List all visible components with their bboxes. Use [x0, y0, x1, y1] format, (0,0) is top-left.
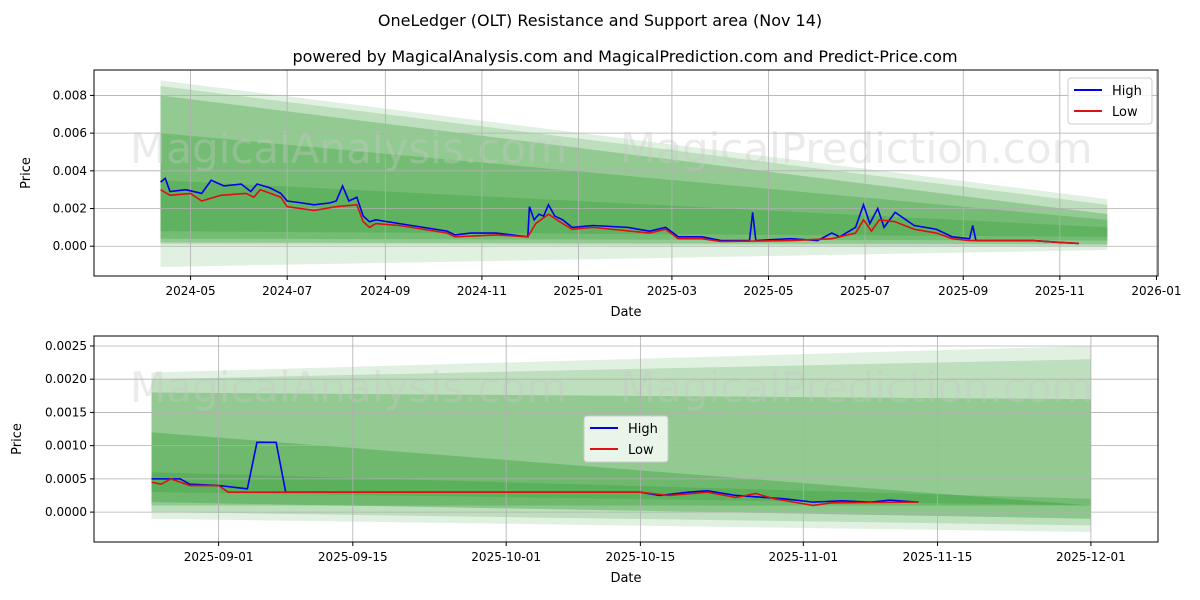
x-tick-label: 2025-05 — [743, 284, 793, 298]
y-tick-label: 0.0015 — [45, 405, 87, 419]
x-tick-label: 2024-05 — [166, 284, 216, 298]
support-resistance-band — [160, 80, 1108, 267]
x-tick-label: 2026-01 — [1131, 284, 1181, 298]
x-tick-label: 2025-11-15 — [903, 550, 973, 564]
watermark: MagicalPrediction.com — [620, 363, 1093, 412]
x-tick-label: 2024-11 — [457, 284, 507, 298]
y-axis-label: Price — [10, 423, 25, 455]
y-tick-label: 0.008 — [53, 88, 87, 102]
x-axis-label: Date — [610, 571, 641, 586]
legend-label-low: Low — [1112, 105, 1138, 120]
legend-label-high: High — [628, 422, 658, 437]
watermark: MagicalAnalysis.com — [130, 363, 567, 412]
series-low-line — [160, 188, 1079, 245]
x-tick-label: 2025-09-15 — [318, 550, 388, 564]
legend: High Low — [1067, 77, 1153, 125]
support-resistance-band — [151, 432, 1091, 519]
x-tick-label: 2025-10-15 — [606, 550, 676, 564]
x-tick-label: 2025-09 — [938, 284, 988, 298]
axes-frame — [93, 69, 1159, 277]
y-tick-label: 0.0000 — [45, 505, 87, 519]
legend-label-high: High — [1112, 84, 1142, 99]
chart-subtitle: powered by MagicalAnalysis.com and Magic… — [292, 47, 957, 66]
series-low-line — [151, 477, 919, 507]
x-tick-label: 2025-11 — [1035, 284, 1085, 298]
support-resistance-band — [160, 95, 1108, 245]
x-tick-label: 2025-11-01 — [768, 550, 838, 564]
y-tick-label: 0.0005 — [45, 472, 87, 486]
plot-area — [94, 70, 1158, 276]
x-tick-label: 2025-01 — [553, 284, 603, 298]
x-tick-label: 2024-09 — [360, 284, 410, 298]
x-tick-label: 2025-10-01 — [471, 550, 541, 564]
x-tick-label: 2025-03 — [647, 284, 697, 298]
x-tick-label: 2024-07 — [262, 284, 312, 298]
y-tick-label: 0.004 — [53, 164, 87, 178]
watermark: MagicalPrediction.com — [620, 124, 1093, 173]
legend: High Low — [583, 415, 669, 463]
y-tick-label: 0.0020 — [45, 372, 87, 386]
y-tick-label: 0.002 — [53, 202, 87, 216]
y-tick-label: 0.0010 — [45, 439, 87, 453]
series-high-line — [160, 177, 1079, 245]
support-resistance-band — [160, 133, 1108, 241]
legend-label-low: Low — [628, 443, 654, 458]
x-tick-label: 2025-12-01 — [1056, 550, 1126, 564]
y-tick-label: 0.0025 — [45, 339, 87, 353]
axes-frame — [93, 335, 1159, 543]
chart-2: MagicalAnalysis.com MagicalPrediction.com… — [10, 335, 1159, 586]
x-tick-label: 2025-07 — [840, 284, 890, 298]
x-axis-label: Date — [610, 305, 641, 320]
y-tick-label: 0.000 — [53, 239, 87, 253]
support-resistance-band — [160, 86, 1108, 247]
y-tick-label: 0.006 — [53, 126, 87, 140]
x-tick-label: 2025-09-01 — [184, 550, 254, 564]
y-axis-label: Price — [19, 157, 34, 189]
chart-1: MagicalAnalysis.com MagicalPrediction.com… — [19, 69, 1181, 320]
series-high-line — [151, 441, 919, 503]
chart-title: OneLedger (OLT) Resistance and Support a… — [378, 11, 822, 30]
support-resistance-band — [151, 472, 1091, 506]
watermark: MagicalAnalysis.com — [130, 124, 567, 173]
